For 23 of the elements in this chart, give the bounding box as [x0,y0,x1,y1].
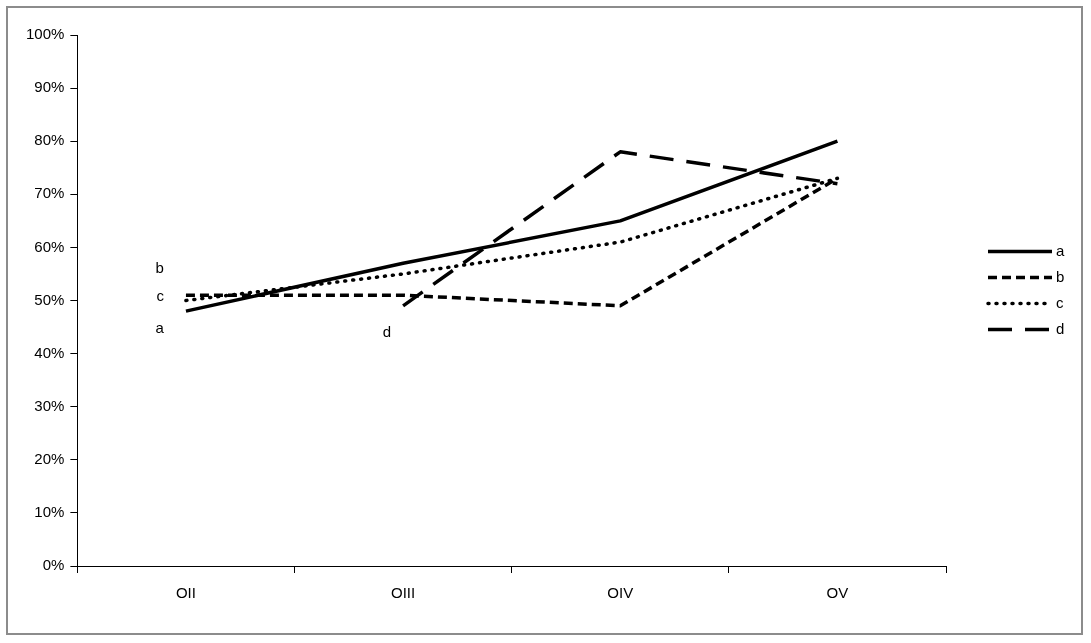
y-tick-label: 0% [42,556,65,574]
legend-label: d [1056,319,1065,337]
y-tick-label: 90% [34,78,65,96]
y-tick-label: 50% [34,290,65,308]
y-tick-label: 30% [34,396,65,414]
y-tick-label: 10% [34,503,65,521]
annotation: d [382,322,392,340]
x-tick-label: OV [826,584,849,602]
legend-label: a [1056,241,1065,259]
y-tick-label: 60% [34,237,65,255]
x-tick-label: OIV [607,584,634,602]
y-tick-label: 70% [34,184,65,202]
x-tick-label: OII [175,584,196,602]
legend-label: c [1056,293,1064,311]
y-tick-label: 40% [34,343,65,361]
annotation: c [156,286,165,304]
legend-label: b [1056,267,1065,285]
annotation: b [155,259,164,277]
y-tick-label: 100% [25,25,65,43]
y-tick-label: 80% [34,131,65,149]
x-tick-label: OIII [391,584,416,602]
annotation: a [155,319,165,337]
y-tick-label: 20% [34,449,65,467]
